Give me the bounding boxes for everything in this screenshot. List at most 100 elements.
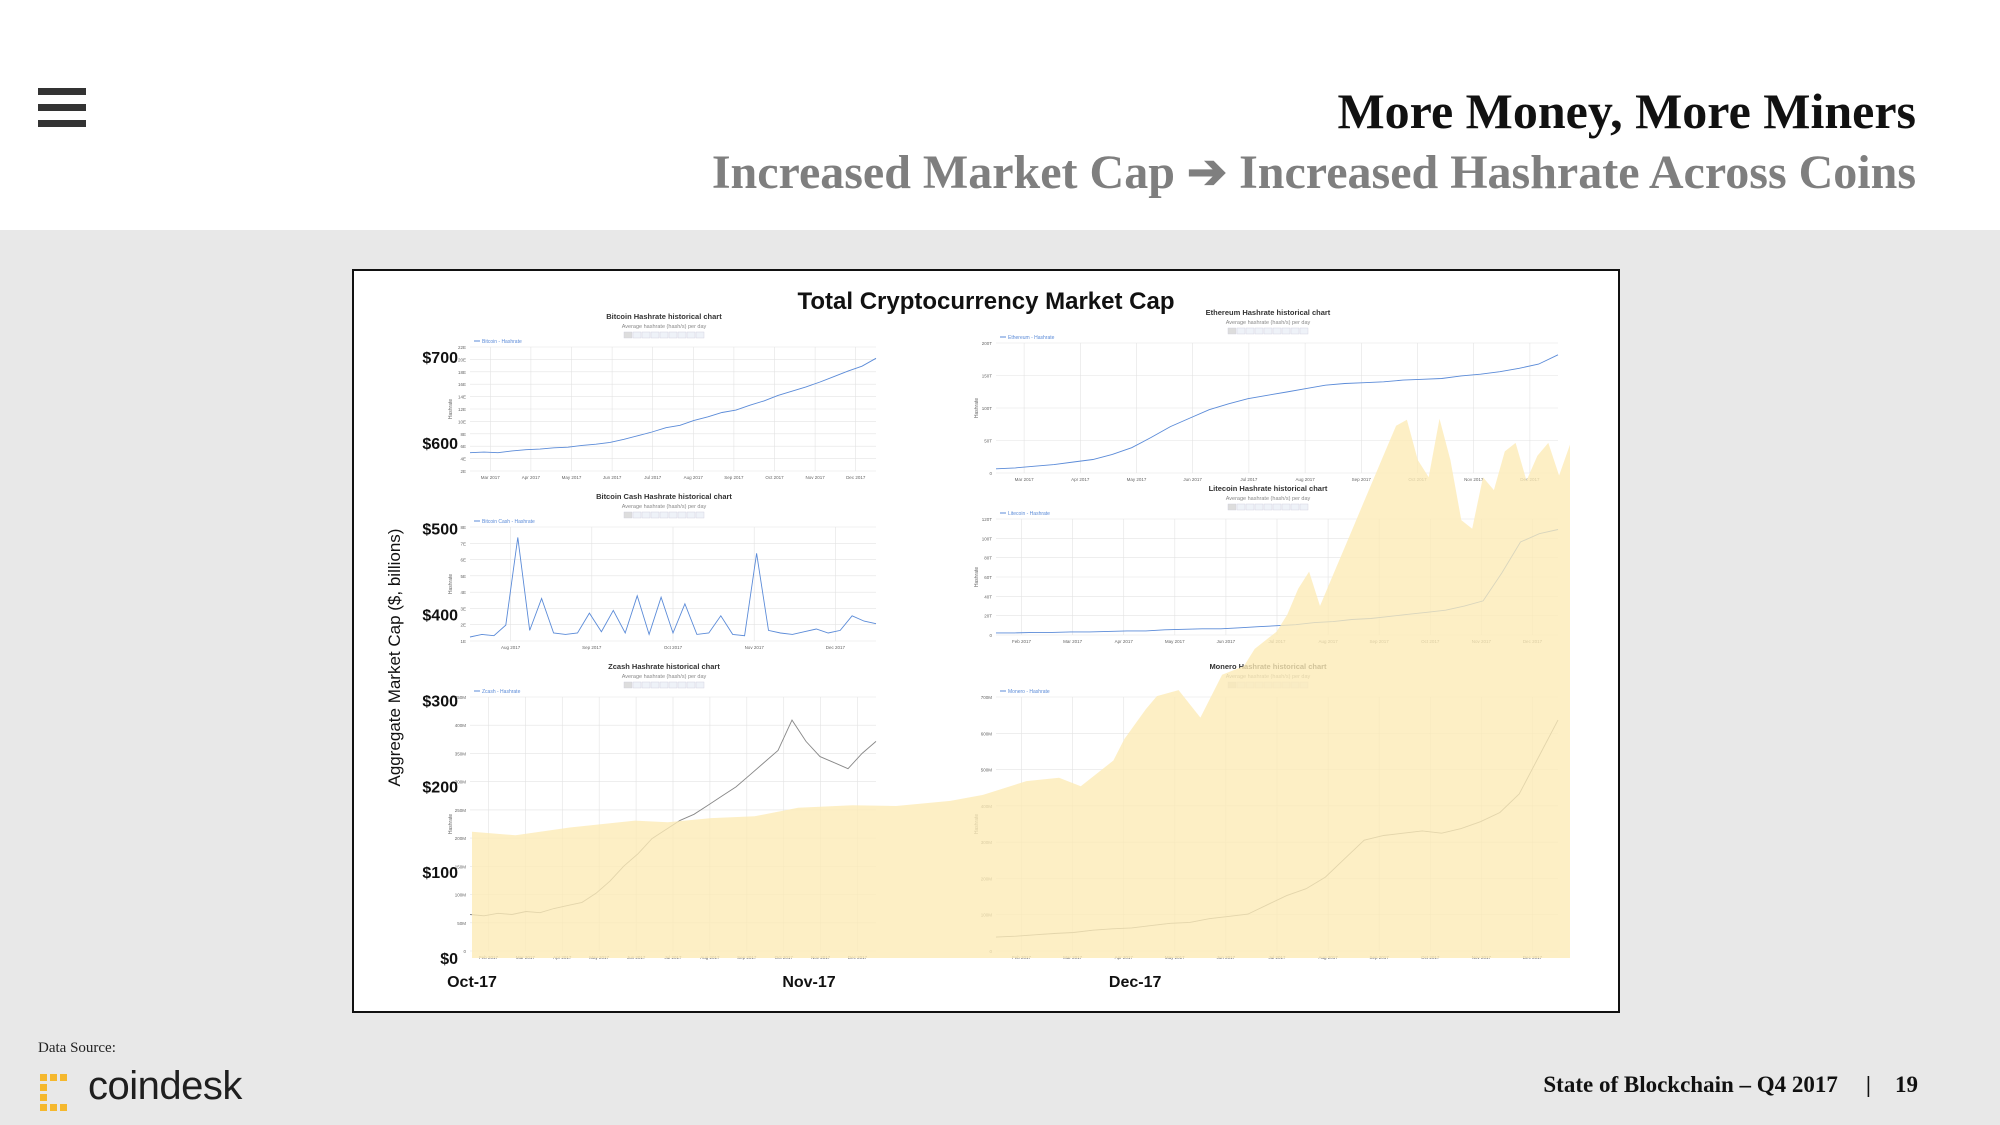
panel-xtick: Sep 2017 <box>582 645 602 650</box>
panel-xtick: Apr 2017 <box>1115 639 1134 644</box>
share-button <box>641 331 651 339</box>
panel-ytick: 40T <box>984 594 992 599</box>
panel-share-toolbar <box>1227 327 1309 335</box>
panel-ytick: 3E <box>460 606 466 611</box>
share-button <box>1236 503 1246 511</box>
panel-xtick: Aug 2017 <box>1295 477 1315 482</box>
panel-legend-label: Litecoin - Hashrate <box>1008 511 1050 517</box>
panel-ylabel: Hashrate <box>448 574 454 595</box>
share-button <box>1236 327 1246 335</box>
panel-title: Zcash Hashrate historical chart <box>608 662 720 671</box>
share-button <box>1227 503 1237 511</box>
menu-icon[interactable] <box>38 88 86 130</box>
panel-subtitle: Average hashrate (hash/s) per day <box>622 324 707 330</box>
panel-ytick: 600M <box>981 731 993 736</box>
y-tick-label: $500 <box>422 522 458 539</box>
panel-ytick: 7E <box>460 541 466 546</box>
panel-ytick: 150M <box>455 864 467 869</box>
panel-share-toolbar <box>623 681 705 689</box>
panel-hashrate-line <box>469 357 877 454</box>
share-button <box>659 331 669 339</box>
panel-legend-label: Monero - Hashrate <box>1008 689 1050 695</box>
panel-subtitle: Average hashrate (hash/s) per day <box>1226 496 1311 502</box>
share-button <box>1254 327 1264 335</box>
panel-ytick: 100M <box>455 893 467 898</box>
panel-ytick: 400M <box>455 723 467 728</box>
panel-hashrate-line <box>469 537 877 638</box>
panel-legend-label: Bitcoin - Hashrate <box>482 339 522 345</box>
panel-xtick: Jul 2017 <box>1240 477 1258 482</box>
share-button <box>659 681 669 689</box>
share-button <box>1299 503 1309 511</box>
panel-ytick: 60T <box>984 575 992 580</box>
share-button <box>659 511 669 519</box>
panel-hashrate-line <box>995 354 1559 470</box>
panel-ytick: 250M <box>455 808 467 813</box>
panel-ytick: 50T <box>984 439 992 444</box>
market-cap-area <box>472 418 1570 958</box>
panel-ytick: 1E <box>460 639 466 644</box>
page-number: 19 <box>1895 1072 1918 1097</box>
share-button <box>686 511 696 519</box>
panel-ytick: 0 <box>463 949 466 954</box>
panel-ytick: 8E <box>460 432 466 437</box>
share-button <box>677 511 687 519</box>
panel-ytick: 18E <box>458 370 466 375</box>
panel-xtick: Mar 2017 <box>481 475 501 480</box>
panel-xtick: Nov 2017 <box>1464 477 1484 482</box>
x-tick-label: Oct-17 <box>447 974 497 991</box>
panel-legend-label: Bitcoin Cash - Hashrate <box>482 519 535 525</box>
panel-ytick: 450M <box>455 695 467 700</box>
panel-xtick: Dec 2017 <box>846 475 866 480</box>
share-button <box>1245 327 1255 335</box>
panel-title: Ethereum Hashrate historical chart <box>1206 308 1331 317</box>
panel-ytick: 10E <box>458 419 466 424</box>
panel-xtick: Apr 2017 <box>522 475 541 480</box>
slide-header: More Money, More Miners Increased Market… <box>0 0 2000 230</box>
share-button <box>695 681 705 689</box>
panel-ytick: 2E <box>460 469 466 474</box>
panel-ytick: 200M <box>455 836 467 841</box>
y-tick-label: $0 <box>440 951 458 968</box>
panel-ytick: 100T <box>982 536 993 541</box>
panel-ytick: 20T <box>984 614 992 619</box>
share-button <box>695 511 705 519</box>
panel-legend-label: Zcash - Hashrate <box>482 689 521 695</box>
panel-ytick: 16E <box>458 382 466 387</box>
panel-xtick: Nov 2017 <box>745 645 765 650</box>
panel-ytick: 14E <box>458 395 466 400</box>
panel-title: Litecoin Hashrate historical chart <box>1209 484 1328 493</box>
panel-xtick: Mar 2017 <box>1015 477 1035 482</box>
share-button <box>632 511 642 519</box>
panel-xtick: Jun 2017 <box>1217 639 1236 644</box>
data-source-label: Data Source: <box>38 1040 116 1056</box>
panel-ytick: 22E <box>458 345 466 350</box>
share-button <box>623 511 633 519</box>
y-tick-label: $100 <box>422 865 458 882</box>
slide-title: More Money, More Miners <box>1337 83 1916 139</box>
share-button <box>1254 503 1264 511</box>
panel-xtick: May 2017 <box>1165 639 1185 644</box>
panel-subtitle: Average hashrate (hash/s) per day <box>622 504 707 510</box>
panel-ytick: 350M <box>455 751 467 756</box>
panel-ytick: 4E <box>460 457 466 462</box>
share-button <box>1281 503 1291 511</box>
y-axis-label: Aggregate Market Cap ($, billions) <box>385 529 404 787</box>
panel-subtitle: Average hashrate (hash/s) per day <box>622 674 707 680</box>
report-name: State of Blockchain – Q4 2017 <box>1543 1072 1838 1097</box>
panel-ylabel: Hashrate <box>448 814 454 835</box>
share-button <box>641 511 651 519</box>
share-button <box>1299 327 1309 335</box>
y-tick-label: $300 <box>422 693 458 710</box>
share-button <box>677 331 687 339</box>
panel-xtick: May 2017 <box>1127 477 1147 482</box>
share-button <box>623 681 633 689</box>
share-button <box>686 331 696 339</box>
panel-ytick: 6E <box>460 558 466 563</box>
share-button <box>641 681 651 689</box>
panel-ytick: 8E <box>460 525 466 530</box>
slide-footer: State of Blockchain – Q4 2017 | 19 <box>1543 1072 1918 1098</box>
panel-ytick: 50M <box>457 921 466 926</box>
share-button <box>668 511 678 519</box>
panel-xtick: Jul 2017 <box>644 475 662 480</box>
